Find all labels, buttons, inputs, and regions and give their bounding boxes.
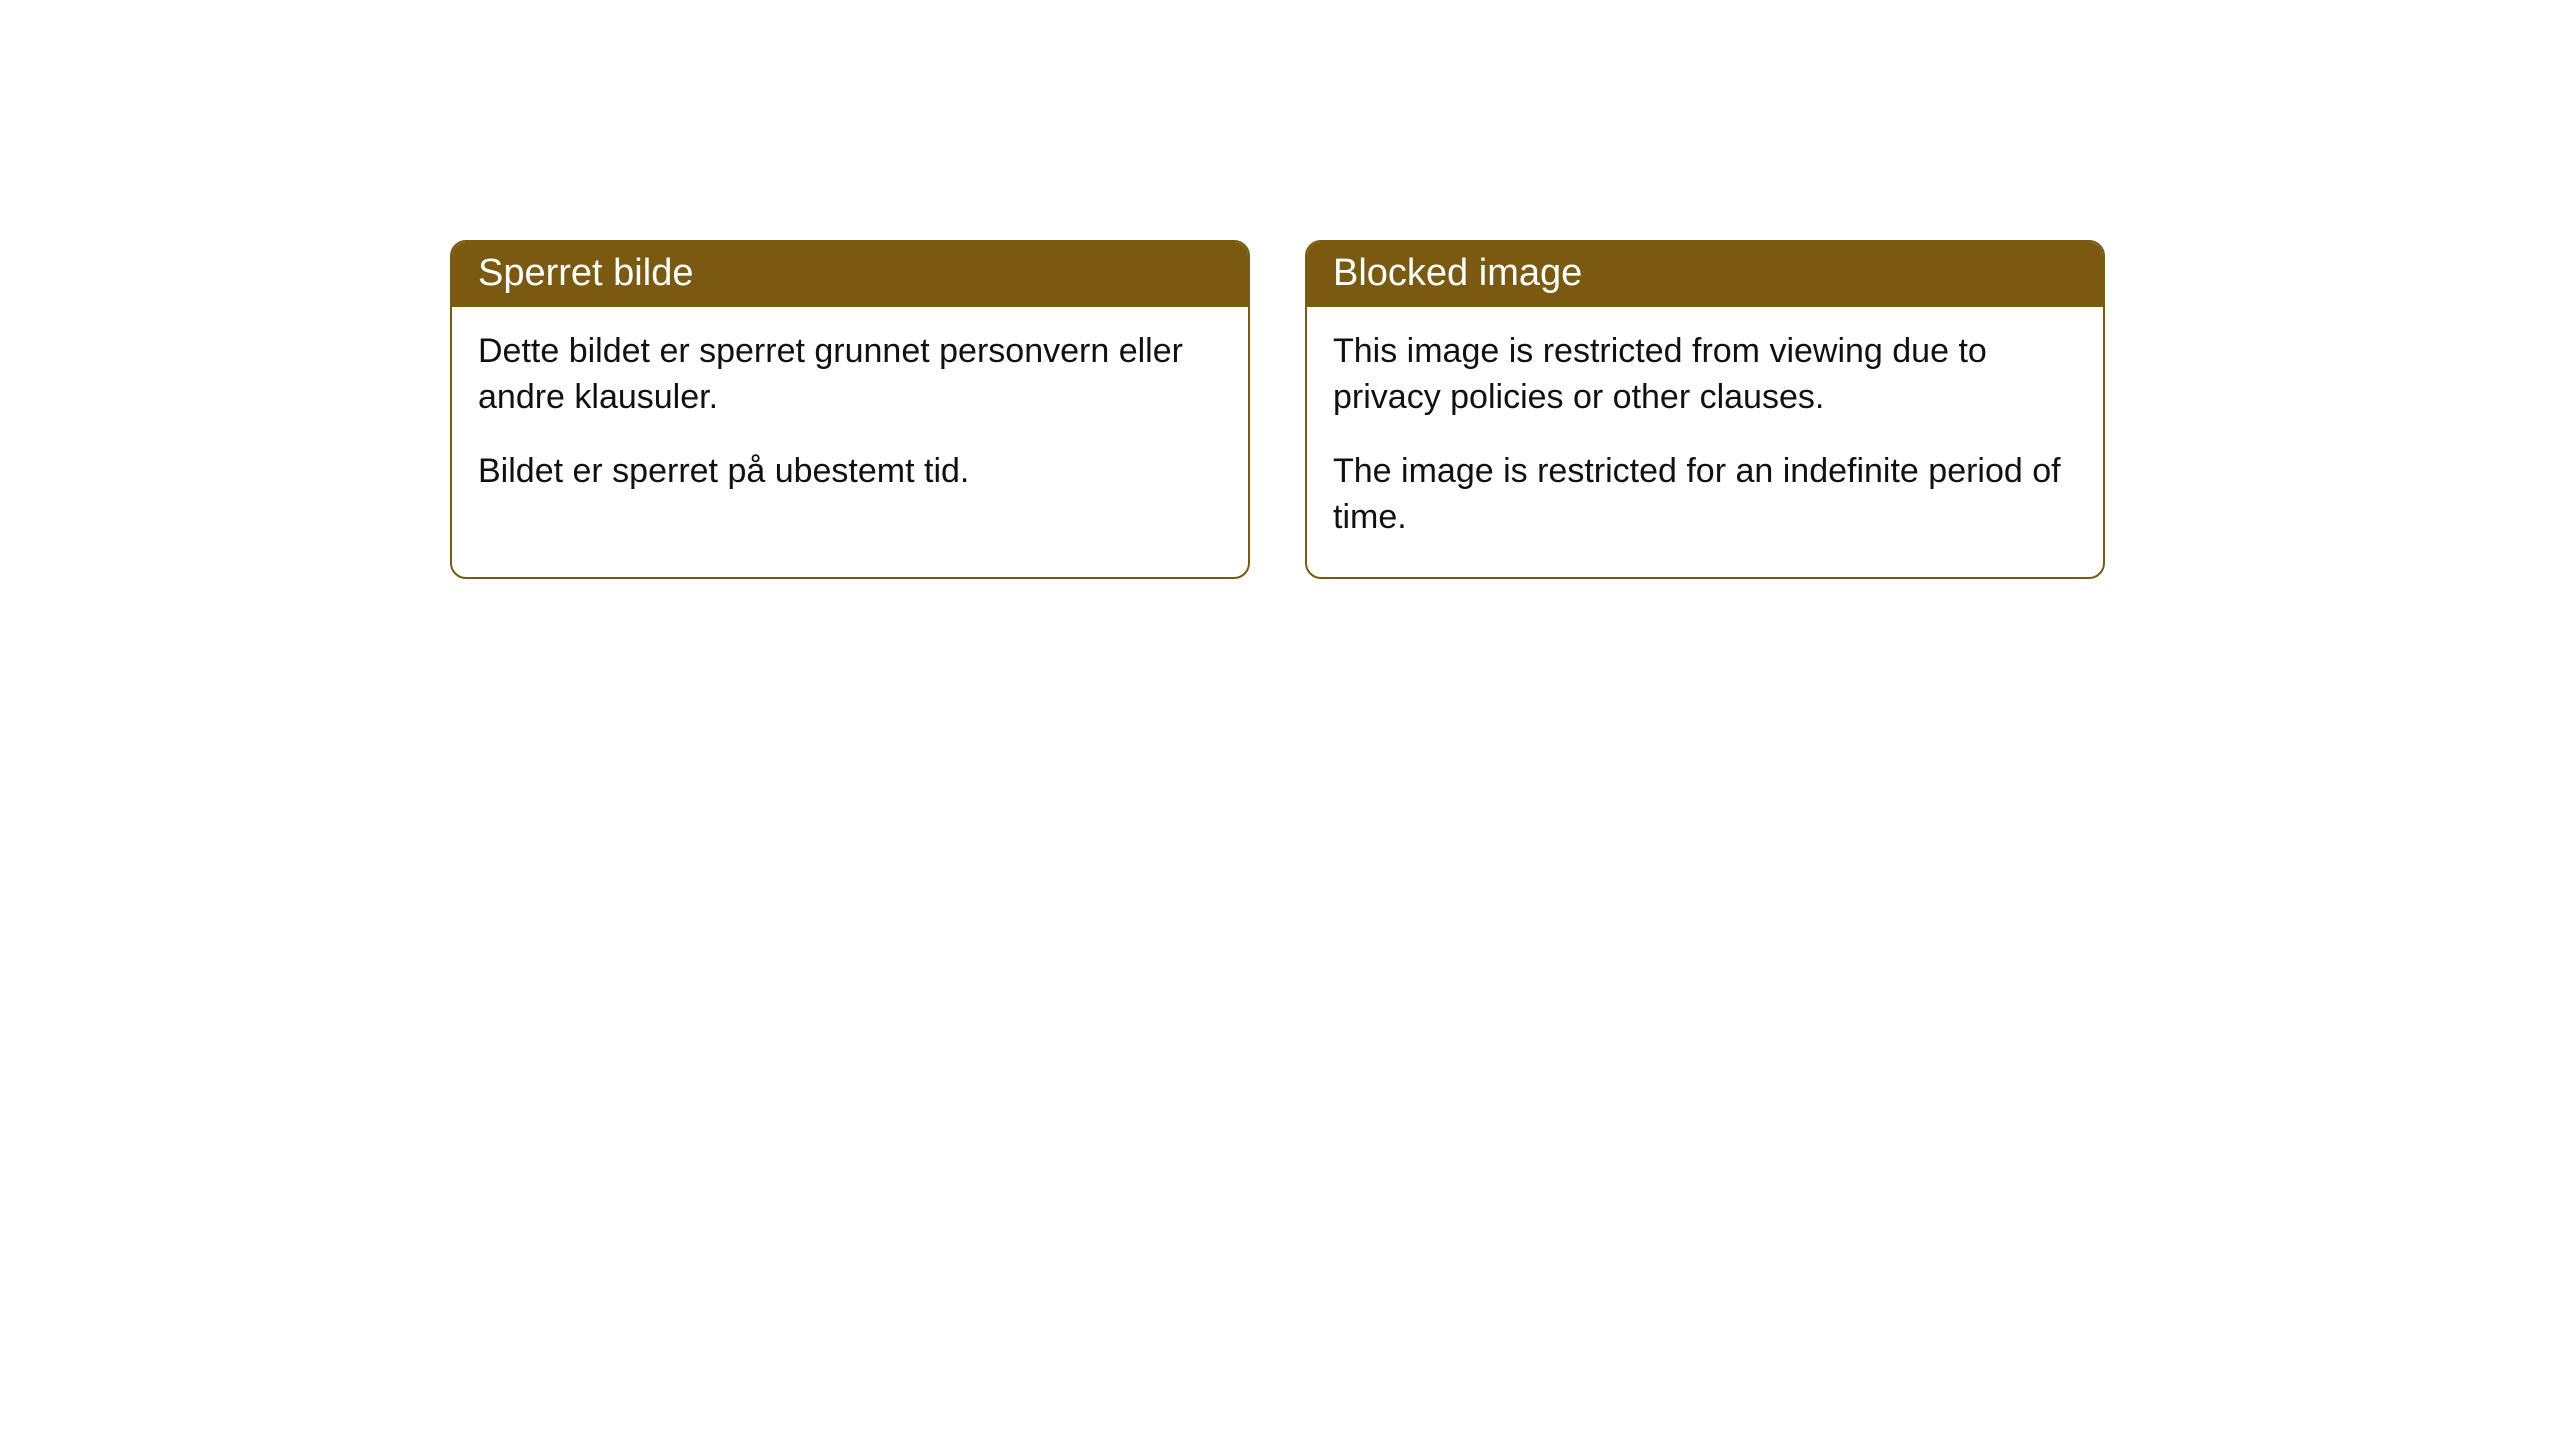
card-body-english: This image is restricted from viewing du…	[1307, 307, 2103, 577]
card-paragraph-1-english: This image is restricted from viewing du…	[1333, 329, 2077, 421]
card-paragraph-1-norwegian: Dette bildet er sperret grunnet personve…	[478, 329, 1222, 421]
card-title-english: Blocked image	[1307, 242, 2103, 307]
card-english: Blocked image This image is restricted f…	[1305, 240, 2105, 579]
card-paragraph-2-norwegian: Bildet er sperret på ubestemt tid.	[478, 449, 1222, 495]
card-paragraph-2-english: The image is restricted for an indefinit…	[1333, 449, 2077, 541]
card-title-norwegian: Sperret bilde	[452, 242, 1248, 307]
card-norwegian: Sperret bilde Dette bildet er sperret gr…	[450, 240, 1250, 579]
cards-container: Sperret bilde Dette bildet er sperret gr…	[450, 240, 2105, 579]
card-body-norwegian: Dette bildet er sperret grunnet personve…	[452, 307, 1248, 531]
